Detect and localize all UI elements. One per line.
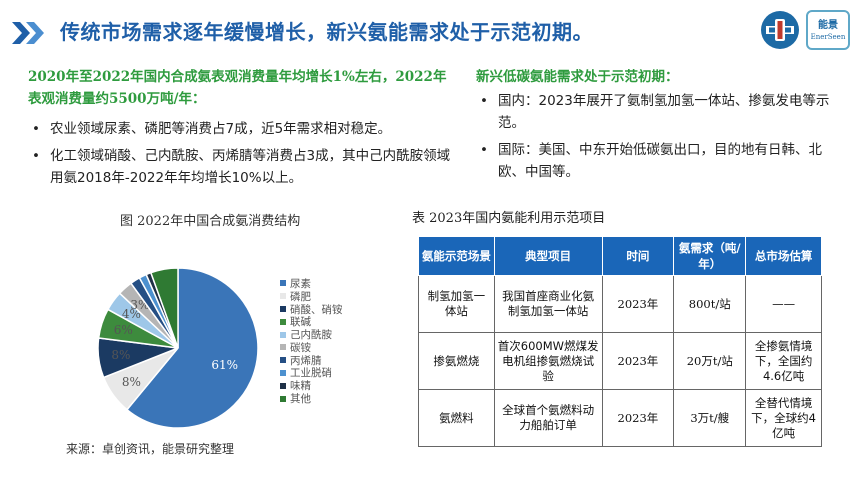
- right-heading: 新兴低碳氨能需求处于示范初期：: [476, 69, 679, 85]
- list-item: • 农业领域尿素、磷肥等消费占7成，近5年需求相对稳定。: [28, 118, 458, 140]
- table-row: 氨燃料 全球首个氨燃料动力船舶订单 2023年 3万t/艘 全替代情境下，全球约…: [418, 389, 822, 447]
- legend-item: 己内酰胺: [280, 328, 343, 341]
- table-row: 掺氨燃烧 首次600MW燃煤发电机组掺氨燃烧试验 2023年 20万t/站 全掺…: [418, 332, 822, 390]
- list-item: • 国内：2023年展开了氨制氢加氢一体站、掺氨发电等示范。: [476, 90, 836, 134]
- company-logo-icon: [761, 11, 799, 49]
- legend-swatch: [280, 331, 286, 338]
- pie-slice-0: [125, 267, 259, 429]
- source-note: 来源：卓创资讯，能景研究整理: [66, 442, 235, 456]
- table-row: 制氢加氢一体站 我国首座商业化氨制氢加氢一体站 2023年 800t/站 ——: [418, 275, 822, 333]
- right-bullet-list: • 国内：2023年展开了氨制氢加氢一体站、掺氨发电等示范。 • 国际：美国、中东开…: [476, 90, 836, 188]
- legend-label: 丙烯腈: [290, 354, 322, 367]
- page-title: 传统市场需求逐年缓慢增长，新兴氨能需求处于示范初期。: [60, 20, 593, 44]
- legend-item: 碳铵: [280, 341, 343, 354]
- legend-item: 磷肥: [280, 290, 343, 303]
- legend-swatch: [280, 305, 286, 312]
- enerseen-logo: 能景 EnerSeen: [806, 10, 850, 50]
- pie-data-label: 4%: [122, 307, 141, 321]
- bullet-icon: •: [32, 121, 40, 137]
- double-chevron-icon: [12, 22, 44, 44]
- table-title: 表 2023年国内氨能利用示范项目: [412, 211, 606, 226]
- bullet-text: 农业领域尿素、磷肥等消费占7成，近5年需求相对稳定。: [50, 121, 392, 137]
- table-cell: 全球首个氨燃料动力船舶订单: [493, 389, 603, 447]
- legend-label: 工业脱硝: [290, 367, 332, 380]
- legend-label: 尿素: [290, 277, 311, 290]
- logo-text-en: EnerSeen: [810, 33, 846, 41]
- table-cell: 2023年: [601, 332, 675, 390]
- legend-swatch: [280, 382, 286, 389]
- demo-projects-table: 氨能示范场景 典型项目 时间 氨需求（吨/年） 总市场估算 制氢加氢一体站 我国…: [418, 236, 822, 447]
- legend-label: 其他: [290, 393, 311, 406]
- legend-swatch: [280, 293, 286, 300]
- legend-item: 其他: [280, 392, 343, 405]
- table-cell: 全替代情境下，全球约4亿吨: [745, 389, 822, 447]
- consumption-pie-chart: 61%8%8%6%4%3%: [97, 267, 259, 429]
- table-cell: ——: [745, 275, 822, 333]
- slide-header: 传统市场需求逐年缓慢增长，新兴氨能需求处于示范初期。 能景 EnerSeen: [0, 0, 860, 62]
- logo-text-cn: 能景: [818, 20, 838, 31]
- table-cell: 我国首座商业化氨制氢加氢一体站: [493, 275, 603, 333]
- legend-swatch: [280, 357, 286, 364]
- legend-label: 己内酰胺: [290, 329, 332, 342]
- list-item: • 化工领域硝酸、己内酰胺、丙烯腈等消费占3成，其中己内酰胺领域用氨2018年-2…: [28, 145, 458, 189]
- table-cell: 首次600MW燃煤发电机组掺氨燃烧试验: [493, 332, 603, 390]
- legend-swatch: [280, 369, 286, 376]
- table-cell: 氨燃料: [418, 389, 495, 447]
- legend-label: 碳铵: [290, 341, 311, 354]
- legend-item: 尿素: [280, 277, 343, 290]
- table-cell: 800t/站: [673, 275, 747, 333]
- left-bullet-list: • 农业领域尿素、磷肥等消费占7成，近5年需求相对稳定。 • 化工领域硝酸、己内酰胺…: [28, 118, 458, 194]
- column-header-project: 典型项目: [493, 236, 603, 276]
- chart-legend: 尿素 磷肥 硝酸、硝铵 联碱 己内酰胺 碳铵 丙烯腈 工业脱硝 味精 其他: [280, 277, 343, 405]
- pie-data-label: 8%: [111, 348, 130, 362]
- legend-label: 硝酸、硝铵: [290, 303, 343, 316]
- pie-data-label: 8%: [122, 375, 141, 389]
- pie-data-label: 6%: [114, 323, 133, 337]
- bullet-text: 化工领域硝酸、己内酰胺、丙烯腈等消费占3成，其中己内酰胺领域用氨2018年-20…: [50, 148, 451, 186]
- table-cell: 掺氨燃烧: [418, 332, 495, 390]
- legend-swatch: [280, 280, 286, 287]
- bullet-icon: •: [480, 142, 488, 158]
- column-header-demand: 氨需求（吨/年）: [673, 236, 747, 276]
- legend-item: 硝酸、硝铵: [280, 303, 343, 316]
- table-cell: 20万t/站: [673, 332, 747, 390]
- column-header-time: 时间: [601, 236, 675, 276]
- legend-item: 丙烯腈: [280, 354, 343, 367]
- column-header-market: 总市场估算: [745, 236, 822, 276]
- legend-item: 工业脱硝: [280, 367, 343, 380]
- legend-label: 联碱: [290, 316, 311, 329]
- table-cell: 2023年: [601, 389, 675, 447]
- legend-swatch: [280, 344, 286, 351]
- table-cell: 2023年: [601, 275, 675, 333]
- column-header-scenario: 氨能示范场景: [418, 236, 495, 276]
- table-cell: 制氢加氢一体站: [418, 275, 495, 333]
- table-cell: 全掺氨情境下，全国约4.6亿吨: [745, 332, 822, 390]
- bullet-text: 国际：美国、中东开始低碳氨出口，目的地有日韩、北欧、中国等。: [498, 142, 822, 180]
- legend-label: 味精: [290, 380, 311, 393]
- bullet-icon: •: [32, 148, 40, 164]
- bullet-icon: •: [480, 93, 488, 109]
- chart-title: 图 2022年中国合成氨消费结构: [120, 214, 301, 229]
- table-cell: 3万t/艘: [673, 389, 747, 447]
- list-item: • 国际：美国、中东开始低碳氨出口，目的地有日韩、北欧、中国等。: [476, 139, 836, 183]
- legend-item: 联碱: [280, 315, 343, 328]
- bullet-text: 国内：2023年展开了氨制氢加氢一体站、掺氨发电等示范。: [498, 93, 830, 131]
- legend-item: 味精: [280, 379, 343, 392]
- pie-slice-9: [149, 267, 179, 349]
- legend-swatch: [280, 395, 286, 402]
- left-heading: 2020年至2022年国内合成氨表观消费量年均增长1%左右，2022年表观消费量…: [28, 69, 447, 107]
- pie-data-label: 61%: [211, 358, 238, 372]
- legend-label: 磷肥: [290, 290, 311, 303]
- legend-swatch: [280, 318, 286, 325]
